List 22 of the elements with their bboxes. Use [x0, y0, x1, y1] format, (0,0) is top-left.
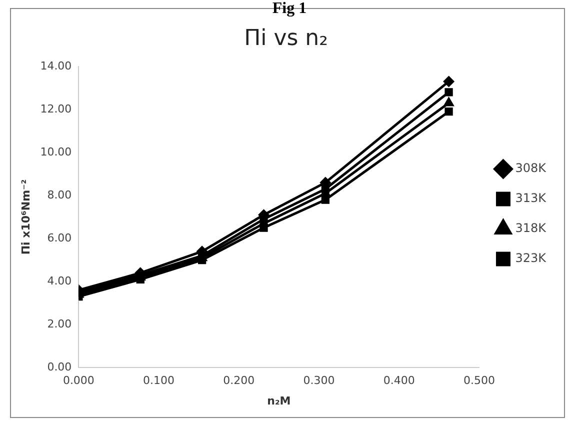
x-tick-label: 0.000: [62, 374, 94, 388]
y-tick-label: 6.00: [47, 231, 72, 244]
y-tick-label: 12.00: [40, 102, 72, 116]
y-tick-label: 14.00: [40, 59, 72, 72]
y-tick-label: 0.00: [47, 360, 72, 374]
x-tick-label: 0.400: [383, 374, 415, 388]
legend-label: 318K: [515, 221, 548, 236]
legend-label: 308K: [515, 161, 548, 176]
caption: Fig 1: [271, 0, 308, 18]
x-axis-title: n₂M: [267, 394, 291, 408]
y-tick-label: 4.00: [47, 274, 72, 288]
x-tick-label: 0.100: [143, 374, 175, 388]
x-tick-label: 0.200: [223, 374, 255, 388]
y-axis-title: Πi x10⁶Nm⁻²: [19, 179, 32, 255]
x-tick-label: 0.300: [303, 374, 335, 388]
y-tick-label: 10.00: [40, 145, 72, 158]
y-tick-label: 2.00: [47, 317, 72, 330]
y-tick-label: 8.00: [47, 188, 72, 202]
x-tick-label: 0.500: [463, 374, 495, 388]
chart-title: Πi vs n₂: [244, 26, 328, 51]
legend-label: 323K: [515, 251, 548, 266]
legend-label: 313K: [515, 191, 548, 206]
